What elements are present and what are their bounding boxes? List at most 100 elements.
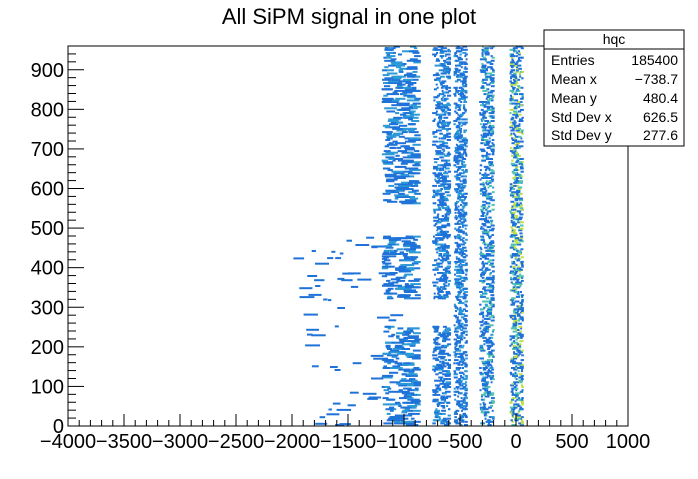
heatmap-cell — [484, 172, 487, 175]
heatmap-cell — [463, 278, 468, 281]
heatmap-cell — [455, 88, 458, 91]
heatmap-cell — [382, 131, 393, 134]
heatmap-cell — [465, 340, 468, 343]
heatmap-cell — [482, 316, 485, 319]
heatmap-cell — [406, 59, 418, 62]
heatmap-cell — [459, 354, 464, 357]
heatmap-cell — [490, 148, 494, 151]
heatmap-cell — [401, 161, 407, 164]
heatmap-cell — [520, 56, 522, 59]
heatmap-cell — [459, 300, 462, 303]
heatmap-cell — [396, 188, 409, 191]
heatmap-cell — [517, 344, 520, 347]
heatmap-cell — [435, 373, 439, 376]
heatmap-cell — [402, 409, 408, 412]
heatmap-cell — [442, 47, 447, 50]
heatmap-cell — [457, 191, 462, 194]
heatmap-cell — [435, 393, 441, 396]
heatmap-cell — [459, 222, 464, 225]
heatmap-cell — [432, 368, 438, 371]
heatmap-cell — [464, 341, 468, 344]
heatmap-cell — [516, 88, 519, 91]
heatmap-cell — [481, 260, 484, 263]
heatmap-cell — [411, 189, 419, 192]
heatmap-cell — [516, 305, 519, 308]
heatmap-cell — [440, 219, 444, 222]
heatmap-cell — [515, 116, 518, 119]
heatmap-cell — [459, 199, 463, 202]
heatmap-cell — [408, 191, 417, 194]
heatmap-cell — [444, 86, 448, 89]
heatmap-cell — [462, 82, 466, 84]
heatmap-cell — [465, 416, 468, 419]
heatmap-cell — [405, 354, 412, 357]
heatmap-cell — [436, 58, 440, 61]
heatmap-cell — [411, 184, 419, 187]
heatmap-cell — [398, 384, 407, 387]
heatmap-cell — [461, 184, 467, 187]
heatmap-cell — [384, 47, 389, 50]
heatmap-cell — [463, 211, 468, 214]
heatmap-cell — [489, 177, 492, 179]
heatmap-cell — [413, 137, 421, 140]
heatmap-cell — [446, 230, 449, 233]
heatmap-cell — [515, 395, 518, 398]
x-tick-label: −1500 — [320, 431, 376, 453]
heatmap-cell — [385, 189, 397, 192]
heatmap-cell — [463, 414, 468, 417]
heatmap-cell — [459, 260, 463, 263]
heatmap-cell — [442, 254, 446, 257]
heatmap-cell — [491, 96, 494, 99]
heatmap-cell — [515, 203, 521, 206]
heatmap-cell — [520, 327, 523, 330]
y-tick-label: 0 — [53, 416, 64, 438]
heatmap-cell — [512, 278, 516, 281]
heatmap-cell — [437, 237, 440, 240]
heatmap-cell — [509, 108, 514, 111]
heatmap-cell — [484, 390, 487, 393]
heatmap-cell — [444, 424, 446, 426]
heatmap-cell — [445, 420, 450, 423]
heatmap-cell — [437, 257, 440, 260]
heatmap-cell — [463, 393, 467, 396]
heatmap-cell — [465, 254, 468, 257]
heatmap-cell — [413, 340, 420, 343]
heatmap-cell — [488, 158, 491, 160]
heatmap-cell — [398, 135, 405, 138]
heatmap-cell — [432, 389, 438, 392]
heatmap-cell — [442, 70, 445, 73]
heatmap-cell — [456, 272, 460, 274]
heatmap-cell — [461, 409, 463, 412]
heatmap-cell — [396, 336, 400, 339]
heatmap-cell — [513, 283, 518, 286]
heatmap-cell — [454, 283, 458, 286]
heatmap-cell — [398, 265, 407, 268]
heatmap-cell — [436, 264, 440, 267]
heatmap-cell — [403, 382, 414, 385]
heatmap-cell — [461, 260, 465, 263]
heatmap-cell — [462, 213, 468, 216]
heatmap-cell — [396, 186, 407, 189]
heatmap-cell — [513, 322, 517, 325]
heatmap-cell — [463, 105, 465, 108]
heatmap-cell — [461, 420, 465, 423]
heatmap-cell — [440, 230, 447, 233]
heatmap-cell — [443, 107, 448, 110]
heatmap-cell — [518, 180, 521, 183]
heatmap-cell — [454, 279, 460, 282]
heatmap-cell — [407, 123, 415, 126]
heatmap-cell — [521, 422, 524, 425]
heatmap-cell — [515, 412, 519, 415]
heatmap-cell — [402, 352, 414, 355]
heatmap-cell — [457, 108, 461, 111]
heatmap-cell — [385, 175, 396, 178]
heatmap-cell — [485, 202, 488, 205]
heatmap-cell — [399, 124, 408, 127]
heatmap-cell — [442, 332, 445, 335]
heatmap-cell — [481, 139, 485, 141]
heatmap-cell — [516, 313, 521, 316]
heatmap-cell — [491, 112, 495, 115]
heatmap-cell — [456, 275, 461, 278]
heatmap-cell — [464, 227, 467, 230]
heatmap-cell — [485, 53, 490, 56]
